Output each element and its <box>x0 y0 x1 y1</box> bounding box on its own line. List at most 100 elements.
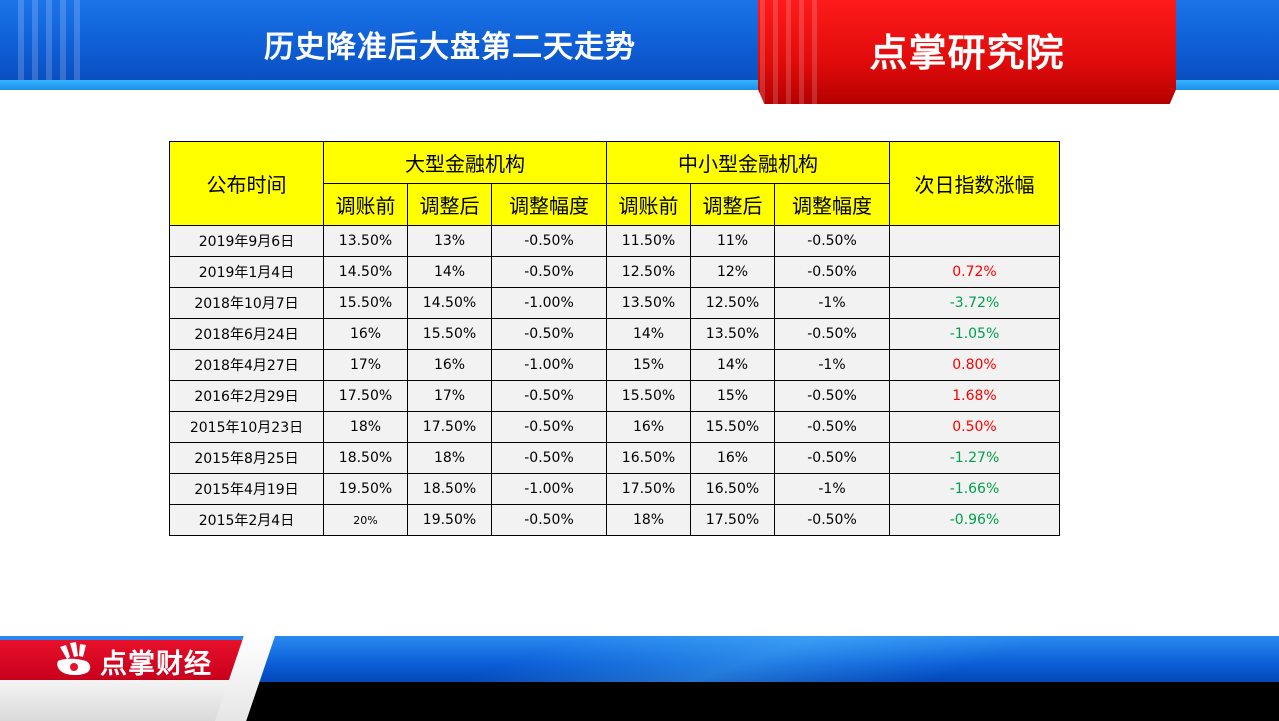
table-row: 2015年8月25日 18.50% 18% -0.50% 16.50% 16% … <box>169 442 1060 474</box>
cell-small-before: 16.50% <box>606 442 691 474</box>
header-decoration <box>18 0 88 80</box>
cell-small-range: -0.50% <box>774 504 890 536</box>
table-row: 2019年1月4日 14.50% 14% -0.50% 12.50% 12% -… <box>169 256 1060 288</box>
group-header-small: 中小型金融机构 <box>606 141 890 184</box>
table-row: 2015年2月4日 20% 19.50% -0.50% 18% 17.50% -… <box>169 504 1060 536</box>
col-header-date: 公布时间 <box>169 141 324 226</box>
cell-large-before: 14.50% <box>323 256 408 288</box>
table-row: 2015年4月19日 19.50% 18.50% -1.00% 17.50% 1… <box>169 473 1060 505</box>
cell-change: -1.27% <box>889 442 1060 474</box>
cell-large-after: 14.50% <box>407 287 492 319</box>
cell-small-before: 16% <box>606 411 691 443</box>
brand-decoration <box>760 0 820 104</box>
cell-small-after: 12% <box>690 256 775 288</box>
cell-date: 2019年9月6日 <box>169 225 324 257</box>
cell-large-range: -0.50% <box>491 380 607 412</box>
cell-large-range: -0.50% <box>491 442 607 474</box>
cell-change: -1.05% <box>889 318 1060 350</box>
cell-small-before: 11.50% <box>606 225 691 257</box>
cell-large-before: 17% <box>323 349 408 381</box>
header-underline <box>0 80 1279 90</box>
col-header-small-before: 调账前 <box>606 183 691 226</box>
cell-large-range: -1.00% <box>491 287 607 319</box>
cell-large-before: 18% <box>323 411 408 443</box>
cell-large-before: 15.50% <box>323 287 408 319</box>
cell-change: 0.80% <box>889 349 1060 381</box>
cell-small-after: 11% <box>690 225 775 257</box>
cell-large-after: 16% <box>407 349 492 381</box>
col-header-change: 次日指数涨幅 <box>889 141 1060 226</box>
table-row: 2016年2月29日 17.50% 17% -0.50% 15.50% 15% … <box>169 380 1060 412</box>
cell-small-before: 12.50% <box>606 256 691 288</box>
cell-date: 2015年8月25日 <box>169 442 324 474</box>
cell-large-range: -1.00% <box>491 349 607 381</box>
cell-small-range: -0.50% <box>774 411 890 443</box>
cell-date: 2015年10月23日 <box>169 411 324 443</box>
cell-large-range: -0.50% <box>491 318 607 350</box>
table-row: 2018年6月24日 16% 15.50% -0.50% 14% 13.50% … <box>169 318 1060 350</box>
footer-logo-text: 点掌财经 <box>100 649 212 680</box>
footer-logo-base <box>0 680 230 721</box>
cell-small-after: 14% <box>690 349 775 381</box>
cell-small-before: 15% <box>606 349 691 381</box>
cell-date: 2015年4月19日 <box>169 473 324 505</box>
cell-large-before: 19.50% <box>323 473 408 505</box>
cell-small-before: 17.50% <box>606 473 691 505</box>
cell-large-before: 16% <box>323 318 408 350</box>
cell-large-range: -0.50% <box>491 256 607 288</box>
cell-change: -1.66% <box>889 473 1060 505</box>
cell-change: -0.96% <box>889 504 1060 536</box>
col-header-large-after: 调整后 <box>407 183 492 226</box>
cell-large-after: 13% <box>407 225 492 257</box>
brand-title: 点掌研究院 <box>869 31 1065 75</box>
brand-banner <box>758 0 1176 104</box>
col-header-small-after: 调整后 <box>690 183 775 226</box>
col-header-small-range: 调整幅度 <box>774 183 890 226</box>
cell-small-range: -0.50% <box>774 442 890 474</box>
cell-small-after: 17.50% <box>690 504 775 536</box>
cell-large-range: -0.50% <box>491 504 607 536</box>
cell-large-after: 19.50% <box>407 504 492 536</box>
cell-large-after: 18.50% <box>407 473 492 505</box>
footer-shine <box>230 636 1279 682</box>
cell-large-before: 20% <box>323 504 408 536</box>
cell-large-after: 18% <box>407 442 492 474</box>
cell-small-after: 16% <box>690 442 775 474</box>
footer-logo-panel <box>0 640 245 680</box>
cell-small-after: 15.50% <box>690 411 775 443</box>
table-row: 2018年4月27日 17% 16% -1.00% 15% 14% -1% 0.… <box>169 349 1060 381</box>
cell-small-before: 15.50% <box>606 380 691 412</box>
rrr-history-table: 公布时间 大型金融机构 中小型金融机构 次日指数涨幅 调账前 调整后 调整幅度 … <box>169 141 1060 536</box>
cell-large-before: 18.50% <box>323 442 408 474</box>
cell-change <box>889 225 1060 257</box>
cell-small-range: -0.50% <box>774 380 890 412</box>
cell-date: 2018年4月27日 <box>169 349 324 381</box>
cell-small-after: 13.50% <box>690 318 775 350</box>
cell-change: 1.68% <box>889 380 1060 412</box>
cell-large-after: 14% <box>407 256 492 288</box>
cell-small-range: -1% <box>774 349 890 381</box>
col-header-large-before: 调账前 <box>323 183 408 226</box>
cell-small-before: 14% <box>606 318 691 350</box>
table-row: 2018年10月7日 15.50% 14.50% -1.00% 13.50% 1… <box>169 287 1060 319</box>
cell-small-after: 12.50% <box>690 287 775 319</box>
col-header-large-range: 调整幅度 <box>491 183 607 226</box>
cell-small-range: -0.50% <box>774 225 890 257</box>
cell-date: 2019年1月4日 <box>169 256 324 288</box>
cell-small-range: -0.50% <box>774 256 890 288</box>
cell-date: 2016年2月29日 <box>169 380 324 412</box>
cell-change: 0.72% <box>889 256 1060 288</box>
cell-large-after: 17% <box>407 380 492 412</box>
rrr-table-container: 公布时间 大型金融机构 中小型金融机构 次日指数涨幅 调账前 调整后 调整幅度 … <box>169 141 1060 536</box>
group-header-large: 大型金融机构 <box>323 141 607 184</box>
cell-change: 0.50% <box>889 411 1060 443</box>
cell-large-before: 17.50% <box>323 380 408 412</box>
cell-small-after: 15% <box>690 380 775 412</box>
cell-large-range: -0.50% <box>491 411 607 443</box>
cell-large-after: 15.50% <box>407 318 492 350</box>
cell-large-after: 17.50% <box>407 411 492 443</box>
cell-large-before: 13.50% <box>323 225 408 257</box>
cell-large-range: -0.50% <box>491 225 607 257</box>
cell-small-before: 18% <box>606 504 691 536</box>
hand-logo-icon <box>57 642 91 675</box>
